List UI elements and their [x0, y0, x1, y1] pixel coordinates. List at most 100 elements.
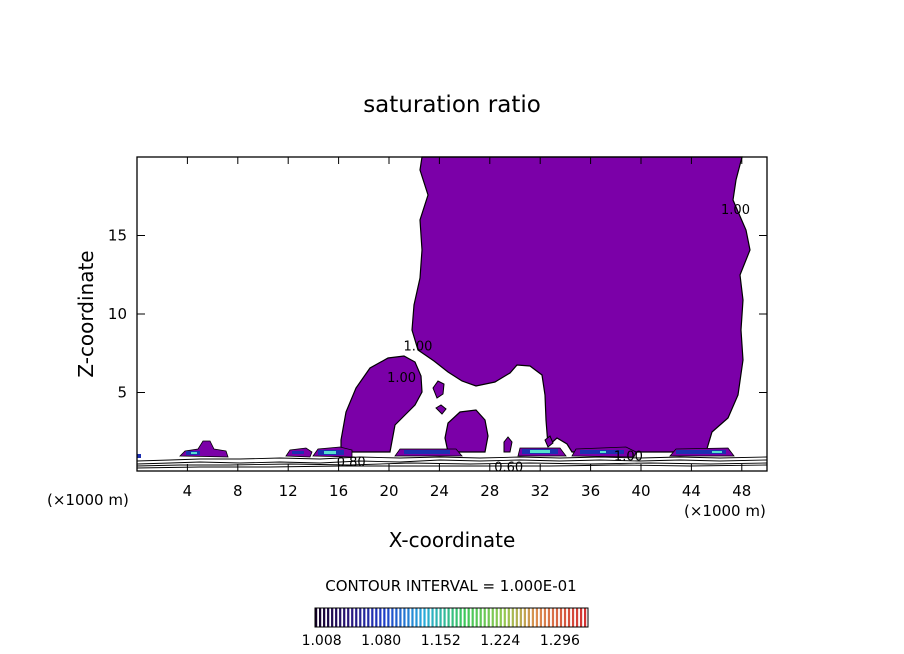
- colorbar-stripe: [399, 608, 402, 627]
- contour-labels: 1.00 1.00 1.00 0.80 0.60 1.00: [337, 203, 750, 475]
- supersaturated-islet-2: [435, 404, 447, 415]
- x-tick-label: 16: [329, 482, 348, 500]
- colorbar-tick-label: 1.008: [302, 633, 342, 649]
- contour-interval-label: CONTOUR INTERVAL = 1.000E-01: [325, 577, 576, 595]
- contour-label: 1.00: [614, 449, 643, 464]
- colorbar-stripe: [331, 608, 334, 627]
- low-cell-core: [676, 450, 726, 454]
- contour-line: [136, 464, 768, 469]
- colorbar-stripe: [567, 608, 571, 627]
- colorbar-stripe: [423, 608, 426, 627]
- colorbar-stripe: [455, 608, 458, 627]
- contour-label: 1.00: [404, 339, 433, 354]
- colorbar-stripe: [335, 608, 338, 627]
- colorbar-stripe: [495, 608, 498, 627]
- contour-line: [136, 459, 768, 465]
- colorbar-stripe: [443, 608, 446, 627]
- x-tick-label: 20: [379, 482, 398, 500]
- low-cell-core: [712, 451, 722, 453]
- supersaturated-region-mid: [444, 409, 489, 453]
- near-surface-contours: [136, 456, 768, 469]
- colorbar-stripe: [371, 608, 374, 627]
- colorbar-ticks: 1.008 1.080 1.152 1.224 1.296: [302, 633, 580, 649]
- colorbar-stripe: [535, 608, 539, 627]
- colorbar-stripe: [439, 608, 442, 627]
- colorbar-stripe: [415, 608, 418, 627]
- x-unit-right: (×1000 m): [684, 502, 766, 520]
- x-tick-label: 24: [430, 482, 449, 500]
- x-tick-label: 48: [732, 482, 751, 500]
- colorbar-stripe: [527, 608, 530, 627]
- x-tick-label: 8: [233, 482, 243, 500]
- colorbar-stripe: [563, 608, 567, 627]
- colorbar-stripe: [499, 608, 502, 627]
- supersaturated-islet: [432, 380, 445, 399]
- supersaturated-region-left: [340, 355, 423, 453]
- x-axis-title: X-coordinate: [389, 528, 516, 552]
- x-tick-label: 36: [581, 482, 600, 500]
- contour-label: 0.80: [337, 456, 366, 471]
- low-cell-core: [137, 454, 141, 458]
- x-unit-left: (×1000 m): [47, 491, 129, 509]
- colorbar-stripe: [375, 608, 378, 627]
- colorbar-stripe: [559, 608, 563, 627]
- colorbar-stripe: [571, 608, 575, 627]
- colorbar-stripe: [523, 608, 526, 627]
- colorbar-stripe: [355, 608, 358, 627]
- colorbar-stripe: [351, 608, 354, 627]
- colorbar-stripe: [339, 608, 342, 627]
- colorbar-stripe: [483, 608, 486, 627]
- colorbar-stripe: [511, 608, 514, 627]
- colorbar-stripe: [343, 608, 346, 627]
- colorbar-stripe: [519, 608, 522, 627]
- supersaturated-region-main: [411, 156, 751, 453]
- colorbar-stripe: [419, 608, 422, 627]
- x-tick-label: 28: [480, 482, 499, 500]
- low-cell-core: [292, 451, 304, 454]
- colorbar-stripe: [379, 608, 382, 627]
- colorbar-stripe: [579, 608, 583, 627]
- colorbar-tick-label: 1.296: [540, 633, 580, 649]
- colorbar-stripe: [475, 608, 478, 627]
- plot-area: 1.001.001.000.80 0.601.00 4 8 12 16 20 24 28 32 3…: [108, 156, 768, 500]
- colorbar-stripe: [547, 608, 551, 627]
- colorbar-stripe: [539, 608, 543, 627]
- x-tick-label: 12: [279, 482, 298, 500]
- colorbar-stripe: [575, 608, 579, 627]
- x-tick-label: 44: [682, 482, 701, 500]
- colorbar-stripe: [395, 608, 398, 627]
- y-axis-title: Z-coordinate: [74, 250, 98, 377]
- colorbar-stripe: [367, 608, 370, 627]
- contour-label: 1.00: [387, 371, 416, 386]
- colorbar-stripe: [479, 608, 482, 627]
- low-cell-core: [191, 452, 197, 454]
- colorbar-stripe: [543, 608, 547, 627]
- x-ticks: 4 8 12 16 20 24 28 32 36 40 44 48: [183, 157, 751, 500]
- low-cell-core: [404, 450, 450, 454]
- low-cell-core: [324, 451, 336, 454]
- colorbar-stripe: [391, 608, 394, 627]
- colorbar-stripe: [403, 608, 406, 627]
- colorbar-stripe: [323, 608, 326, 627]
- colorbar-stripe: [435, 608, 438, 627]
- colorbar-stripe: [471, 608, 474, 627]
- colorbar-stripe: [463, 608, 466, 627]
- y-tick-label: 15: [108, 227, 127, 245]
- colorbar-stripe: [387, 608, 390, 627]
- contour-label: 1.00: [721, 203, 750, 218]
- colorbar-stripe: [583, 608, 587, 627]
- contour-line: [136, 456, 768, 462]
- colorbar-stripe: [531, 608, 535, 627]
- colorbar-frame: [314, 607, 589, 628]
- colorbar-tick-label: 1.152: [421, 633, 461, 649]
- y-tick-label: 5: [117, 384, 127, 402]
- colorbar-stripe: [315, 608, 318, 627]
- x-tick-label: 32: [531, 482, 550, 500]
- colorbar-stripe: [467, 608, 470, 627]
- colorbar-stripe: [551, 608, 555, 627]
- supersaturated-islet-3: [503, 436, 513, 453]
- colorbar-stripe: [503, 608, 506, 627]
- colorbar-stripe: [383, 608, 386, 627]
- colorbar-stripes: [315, 608, 587, 627]
- x-tick-label: 4: [183, 482, 193, 500]
